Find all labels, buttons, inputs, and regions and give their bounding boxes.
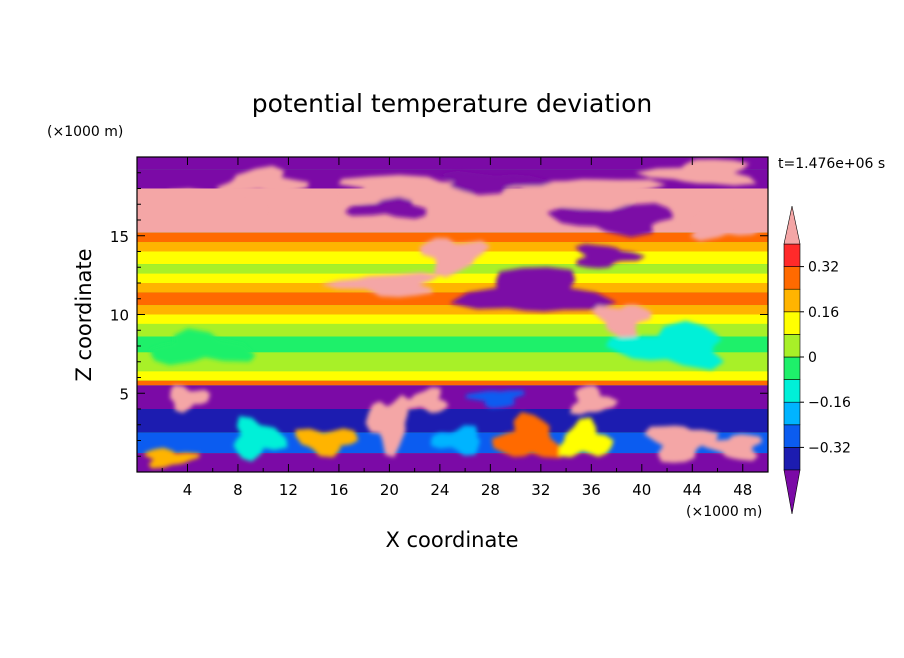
contour-band [137, 157, 768, 170]
x-tick-label: 24 [430, 481, 449, 499]
chart-title: potential temperature deviation [252, 89, 652, 118]
colorbar-segment [783, 288, 801, 313]
contour-feature [401, 387, 449, 413]
x-tick-label: 28 [481, 481, 500, 499]
y-axis-title: Z coordinate [72, 248, 96, 381]
x-tick-label: 12 [279, 481, 298, 499]
contour-feature [320, 272, 441, 298]
contour-feature [690, 209, 766, 241]
colorbar-label: 0 [808, 350, 817, 366]
contour-feature [216, 165, 309, 194]
contour-feature [570, 385, 619, 415]
x-tick-label: 48 [733, 481, 752, 499]
y-tick-label: 5 [119, 385, 129, 403]
x-tick-label: 20 [380, 481, 399, 499]
contour-feature [591, 304, 653, 340]
contour-feature [513, 179, 667, 209]
plot-area [137, 157, 768, 472]
contour-band [137, 352, 768, 372]
colorbar-upper-extension [783, 205, 801, 245]
colorbar-segment [783, 266, 801, 290]
contour-feature [558, 417, 614, 458]
contour-band [137, 371, 768, 381]
contour-band [137, 314, 768, 324]
contour-band [137, 409, 768, 433]
y-axis: 5 10 15 [110, 172, 768, 457]
x-tick-label: 32 [531, 481, 550, 499]
contour-feature [365, 394, 411, 458]
contour-band [137, 273, 768, 283]
colorbar-lower-extension [783, 469, 801, 515]
contour-feature [345, 196, 427, 219]
x-tick-label: 44 [683, 481, 702, 499]
contour-band [137, 380, 768, 386]
contour-feature [295, 428, 359, 458]
contour-band [137, 305, 768, 315]
time-stamp: t=1.476e+06 s [778, 156, 885, 172]
contour-band [137, 283, 768, 293]
contour-feature [574, 243, 646, 269]
x-unit-label: (×1000 m) [686, 504, 762, 520]
contour-feature [635, 159, 757, 186]
x-tick-label: 8 [233, 481, 243, 499]
colorbar-segment [783, 334, 801, 358]
x-axis-title: X coordinate [385, 528, 518, 552]
contour-feature [419, 237, 491, 278]
contour-feature [491, 412, 563, 458]
colorbar-segment [783, 401, 801, 426]
x-tick-label: 16 [329, 481, 348, 499]
contour-band [137, 385, 768, 409]
contour-feature [644, 425, 719, 463]
colorbar-segment [783, 311, 801, 335]
x-tick-label: 36 [582, 481, 601, 499]
colorbar-segment [783, 356, 801, 380]
y-tick-label: 15 [110, 228, 129, 246]
contour-band [137, 453, 768, 472]
contour-feature [150, 328, 256, 366]
y-unit-label: (×1000 m) [47, 124, 123, 140]
contour-feature [169, 385, 211, 413]
colorbar-label: −0.32 [808, 440, 851, 456]
contour-feature [233, 416, 288, 462]
colorbar-segment [783, 424, 801, 448]
contour-feature [143, 447, 201, 469]
colorbar-segment [783, 379, 801, 403]
contour-features [142, 159, 766, 469]
contour-feature [449, 267, 617, 312]
contour-feature [465, 390, 525, 409]
contour-feature [546, 203, 673, 238]
contour-feature [142, 188, 266, 217]
contour-band [137, 232, 768, 243]
colorbar-label: 0.32 [808, 260, 839, 276]
colorbar: 0.32 0.16 0 −0.16 −0.32 [783, 205, 851, 515]
contour-feature [338, 174, 522, 203]
contour-feature [703, 434, 763, 461]
contour-feature [605, 320, 725, 371]
colorbar-label: 0.16 [808, 305, 839, 321]
colorbar-label: −0.16 [808, 395, 851, 411]
colorbar-segment [783, 243, 801, 267]
contour-band [137, 220, 768, 233]
colorbar-segment [783, 447, 801, 471]
x-tick-label: 4 [183, 481, 193, 499]
x-tick-label: 40 [632, 481, 651, 499]
contour-feature [430, 425, 481, 456]
contour-feature [439, 170, 553, 195]
y-tick-label: 10 [110, 307, 129, 325]
x-axis: 4 8 12 16 20 24 28 32 36 40 44 48 [161, 157, 752, 499]
